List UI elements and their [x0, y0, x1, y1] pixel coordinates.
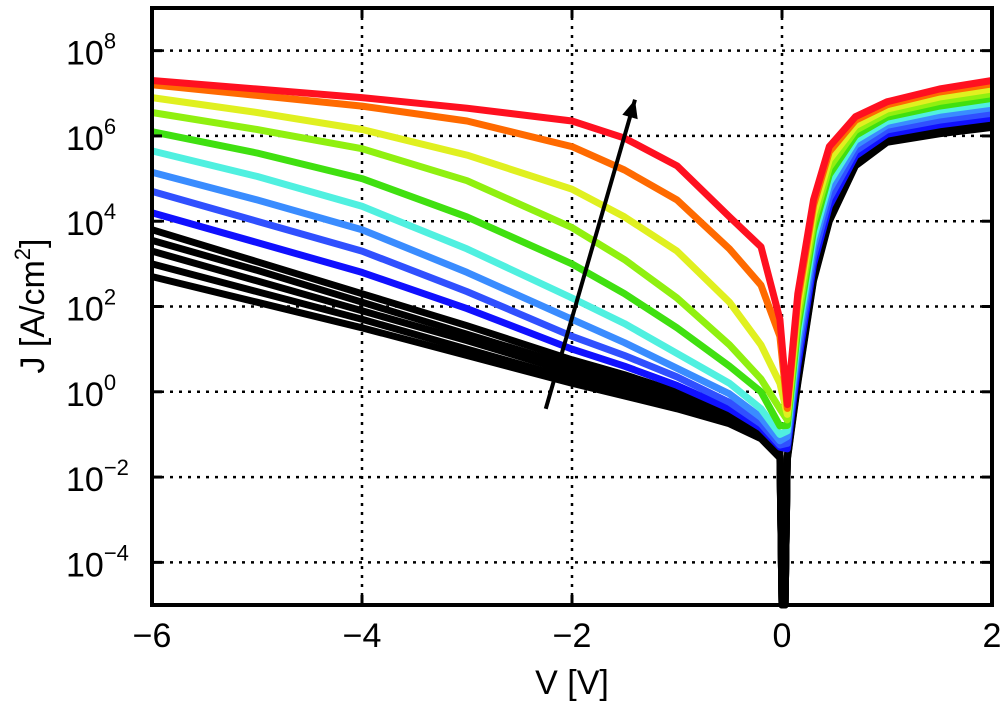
series-curve-10: [151, 94, 993, 430]
trend-arrow: [543, 99, 638, 410]
curves: [150, 77, 993, 609]
y-tick-base: 10: [66, 461, 104, 499]
y-tick-base: 10: [66, 546, 104, 584]
x-tick-label: 0: [773, 617, 792, 655]
y-tick-base: 10: [66, 291, 104, 329]
y-axis-label-sup: 2: [10, 248, 35, 260]
y-tick-exponent: 4: [104, 199, 116, 224]
y-tick-base: 10: [66, 120, 104, 158]
y-tick-exponent: 0: [104, 370, 116, 395]
y-axis-label: J [A/cm2]: [10, 238, 52, 373]
y-tick-exponent: 6: [104, 114, 116, 139]
series-curve-9: [151, 99, 993, 438]
y-tick-label: 10−4: [66, 540, 129, 584]
y-tick-label: 108: [66, 29, 116, 73]
y-tick-label: 100: [66, 370, 116, 414]
y-tick-label: 104: [66, 199, 116, 243]
y-tick-base: 10: [66, 376, 104, 414]
y-tick-exponent: −2: [104, 455, 129, 480]
y-tick-base: 10: [66, 205, 104, 243]
series-curve-11: [151, 90, 993, 424]
x-tick-label: −4: [343, 617, 382, 655]
y-tick-exponent: 8: [104, 29, 116, 54]
arrow-shaft: [543, 99, 637, 410]
x-axis-label: V [V]: [535, 664, 609, 701]
y-tick-exponent: 2: [104, 285, 116, 310]
y-tick-label: 102: [66, 285, 116, 329]
arrow-head-icon: [622, 99, 638, 120]
y-axis-label-main: J [A/cm: [14, 260, 52, 373]
series-curve-8: [151, 104, 993, 445]
series-curve-12: [151, 85, 993, 418]
series-curve-14: [151, 77, 993, 409]
x-tick-label: −6: [133, 617, 172, 655]
y-tick-base: 10: [66, 35, 104, 73]
y-tick-exponent: −4: [104, 540, 129, 565]
y-axis-label-end: ]: [14, 238, 52, 247]
x-tick-label: −2: [553, 617, 592, 655]
x-tick-label: 2: [983, 617, 1002, 655]
y-tick-label: 106: [66, 114, 116, 158]
y-tick-label: 10−2: [66, 455, 129, 499]
